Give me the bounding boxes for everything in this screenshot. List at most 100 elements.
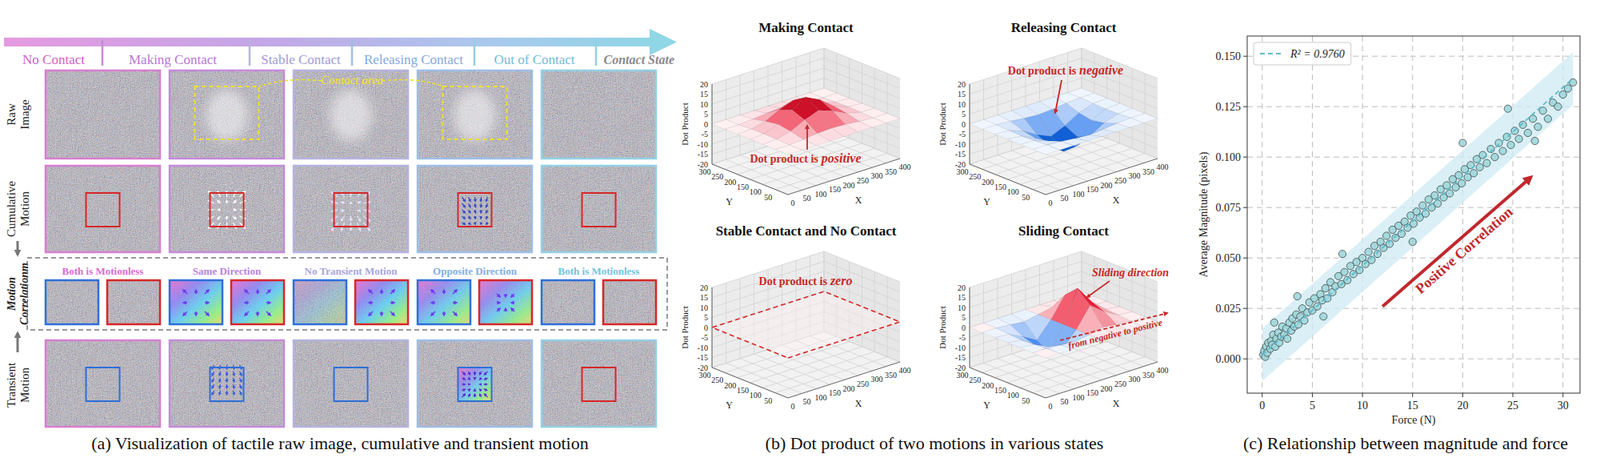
tick-label: 150 [994,385,1007,395]
tick-label: 10 [957,303,966,312]
tick-label: 0.075 [1216,201,1242,214]
motion-arrow [266,311,271,316]
motion-arrow [233,216,237,220]
tick-label: 5 [704,312,708,322]
legend: R² = 0.9760 [1253,42,1352,65]
row-label-line: Raw [4,103,18,126]
motion-arrow [468,222,472,224]
grid-line [1312,36,1313,393]
tick-label: 350 [884,370,897,380]
region-box [334,192,368,227]
grid-line [750,63,863,180]
motion-arrow [496,293,500,297]
tick-label: 0 [791,198,796,208]
motion-arrow [462,393,466,397]
tick-label: 150 [736,182,749,192]
motion-arrow [511,301,515,304]
arrow-label: from negative to positive [1067,316,1164,351]
tick-label: 50 [1060,193,1069,203]
data-point [1321,284,1329,292]
contact-blob [454,89,496,141]
image-border [45,70,160,159]
tick-label: 0 [704,120,708,129]
correlation-label: Same Direction [192,264,262,277]
data-point [1559,90,1567,98]
annotation: Dot product iszero [759,273,853,288]
axis-title: X [1112,194,1120,206]
tactile-image [541,280,595,324]
tactile-image [45,280,99,324]
legend-label: R² = 0.9760 [1289,48,1345,60]
annotation: Positive Correlation [1412,203,1516,296]
image-border [293,340,408,427]
motion-arrow [244,289,249,294]
data-point [1529,115,1537,123]
tick-mark [1243,106,1248,108]
region-box [334,367,368,401]
tick-label: 20 [700,80,708,89]
tactile-image [169,280,223,324]
motion-arrow [474,377,476,380]
tick-label: 20 [700,283,708,292]
tactile-image [479,280,532,324]
tick-label: 10 [1356,399,1368,412]
motion-arrow [480,393,482,397]
grid-line [969,251,1082,368]
motion-arrow [480,196,482,202]
tick-label: 15 [957,292,966,302]
motion-arrow [204,311,209,316]
tick-label: -20 [697,160,708,169]
motion-arrow [468,216,472,219]
row-label-line: Motion [5,276,18,312]
motion-arrow [226,384,228,388]
motion-arrow [486,196,488,202]
tick-label: 5 [704,109,708,119]
axis-line [1045,158,1158,195]
motion-arrow [486,203,488,208]
contact-area-box [443,86,508,140]
tick-label: 50 [764,192,772,202]
state-label: Releasing Contact [364,52,464,68]
back-pane [712,48,824,164]
tactile-image [541,165,656,252]
grid-line [712,331,900,368]
motion-arrow [256,311,259,316]
tick-mark [1412,392,1413,397]
flow-overlay [293,280,347,324]
axis-title: Y [983,196,991,208]
surface-cell [1032,348,1060,358]
annotation-emphasis: zero [829,273,853,288]
image-border [45,165,160,252]
motion-arrow [504,293,507,297]
motion-arrow [431,311,436,316]
motion-arrow [474,388,476,391]
data-point [1458,179,1466,187]
data-point [1495,139,1503,147]
motion-arrow [219,384,220,388]
grid-line [762,271,875,388]
tick-label: 300 [1128,171,1141,180]
grid-line [982,256,1095,372]
figure: No ContactMaking ContactStable ContactRe… [0,0,1600,462]
data-point [1554,103,1562,111]
tick-label: 200 [1100,384,1113,393]
motion-arrow [217,216,221,220]
tick-label: 30 [1557,399,1569,412]
tactile-image [293,340,408,427]
motion-arrow [480,222,482,224]
tick-label: 5 [961,312,966,322]
motion-arrow [390,301,395,304]
flow-overlay [479,280,532,324]
motion-arrow [462,222,466,224]
tick-label: 250 [1114,379,1127,388]
motion-arrow [212,384,214,388]
tick-label: 250 [711,172,724,181]
annotation: Sliding direction [1092,266,1169,279]
motion-arrow [443,289,445,294]
grid-line [969,58,1158,95]
tick-mark [1243,56,1248,57]
back-pane [969,251,1082,368]
motion-arrow [468,196,472,202]
annotation: Dot product ispositive [749,151,861,166]
flow-arrow [16,240,20,255]
